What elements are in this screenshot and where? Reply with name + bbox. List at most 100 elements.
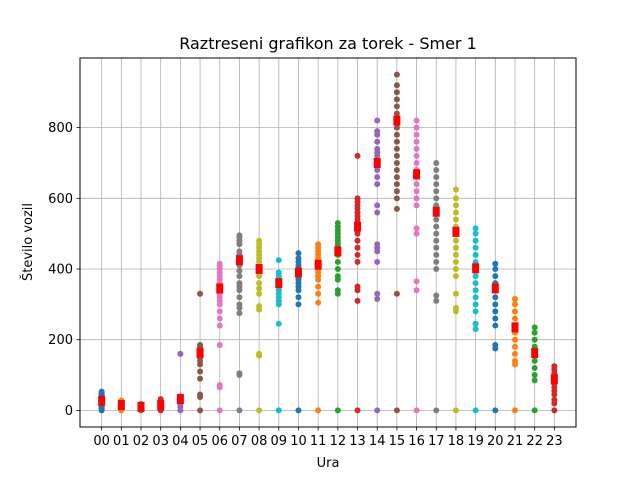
data-point — [433, 159, 440, 166]
mean-marker — [472, 263, 480, 274]
x-tick-label: 23 — [546, 434, 563, 449]
mean-marker — [314, 259, 322, 270]
data-point — [334, 266, 341, 273]
mean-marker — [432, 206, 440, 217]
data-point — [393, 188, 400, 195]
data-point — [197, 368, 204, 375]
data-point — [197, 391, 204, 398]
data-point — [531, 407, 538, 414]
data-point — [452, 290, 459, 297]
data-point — [531, 377, 538, 384]
data-point — [433, 251, 440, 258]
data-point — [354, 297, 361, 304]
data-point — [492, 266, 499, 273]
mean-marker — [334, 246, 342, 257]
data-point — [256, 280, 263, 287]
y-tick-label: 0 — [65, 404, 73, 419]
data-point — [374, 128, 381, 135]
data-point — [315, 290, 322, 297]
data-point — [433, 195, 440, 202]
data-point — [433, 230, 440, 237]
data-point — [472, 294, 479, 301]
x-tick-label: 18 — [448, 434, 465, 449]
x-tick-label: 07 — [231, 434, 248, 449]
data-point — [216, 407, 223, 414]
data-point — [492, 294, 499, 301]
data-point — [492, 273, 499, 280]
data-point — [236, 294, 243, 301]
data-point — [452, 244, 459, 251]
x-tick-label: 05 — [192, 434, 209, 449]
data-point — [216, 322, 223, 329]
data-point — [452, 195, 459, 202]
x-tick-label: 14 — [369, 434, 386, 449]
data-point — [492, 315, 499, 322]
data-point — [492, 322, 499, 329]
mean-marker — [196, 348, 204, 359]
x-tick-label: 11 — [310, 434, 327, 449]
data-point — [413, 195, 420, 202]
data-point — [393, 181, 400, 188]
x-tick-label: 17 — [428, 434, 445, 449]
data-point — [216, 342, 223, 348]
data-point — [295, 407, 302, 414]
x-tick-label: 13 — [349, 434, 366, 449]
data-point — [393, 110, 400, 117]
mean-marker — [294, 267, 302, 278]
x-tick-label: 16 — [408, 434, 425, 449]
data-point — [236, 273, 243, 280]
data-point — [275, 269, 282, 276]
data-point — [236, 232, 243, 239]
mean-marker — [235, 255, 243, 266]
x-tick-label: 01 — [113, 434, 130, 449]
x-tick-label: 21 — [507, 434, 524, 449]
data-point — [393, 167, 400, 174]
data-point — [354, 152, 361, 159]
data-point — [374, 241, 381, 248]
data-point — [295, 255, 302, 262]
data-point — [433, 188, 440, 195]
data-point — [393, 89, 400, 96]
data-point — [511, 301, 518, 308]
data-point — [413, 131, 420, 138]
y-axis-ticks: 0 200 400 600 800 — [48, 121, 80, 419]
data-point — [531, 324, 538, 331]
data-point — [452, 237, 459, 244]
data-point — [334, 407, 341, 414]
data-point — [275, 257, 282, 264]
data-point — [472, 251, 479, 258]
data-point — [295, 301, 302, 308]
data-point — [393, 82, 400, 89]
mean-marker — [511, 322, 519, 333]
data-point — [413, 152, 420, 159]
y-tick-label: 800 — [48, 121, 73, 136]
data-point — [393, 96, 400, 103]
data-point — [295, 294, 302, 301]
data-point — [393, 131, 400, 138]
data-point — [433, 258, 440, 265]
x-tick-label: 00 — [93, 434, 110, 449]
data-point — [511, 407, 518, 414]
mean-marker — [413, 169, 421, 180]
data-point — [393, 195, 400, 202]
data-point — [492, 301, 499, 308]
data-point — [315, 283, 322, 290]
data-point — [354, 251, 361, 258]
mean-markers — [98, 115, 558, 412]
data-point — [413, 287, 420, 294]
data-point — [197, 407, 204, 414]
data-point — [393, 138, 400, 145]
data-point — [374, 258, 381, 265]
data-point — [472, 237, 479, 244]
mean-marker — [491, 283, 499, 294]
data-point — [295, 250, 302, 257]
data-point — [354, 237, 361, 244]
data-point — [334, 258, 341, 265]
data-point — [452, 266, 459, 273]
data-point — [413, 138, 420, 145]
data-point — [236, 267, 243, 274]
x-tick-label: 09 — [271, 434, 288, 449]
data-point — [452, 216, 459, 223]
data-point — [98, 388, 105, 395]
